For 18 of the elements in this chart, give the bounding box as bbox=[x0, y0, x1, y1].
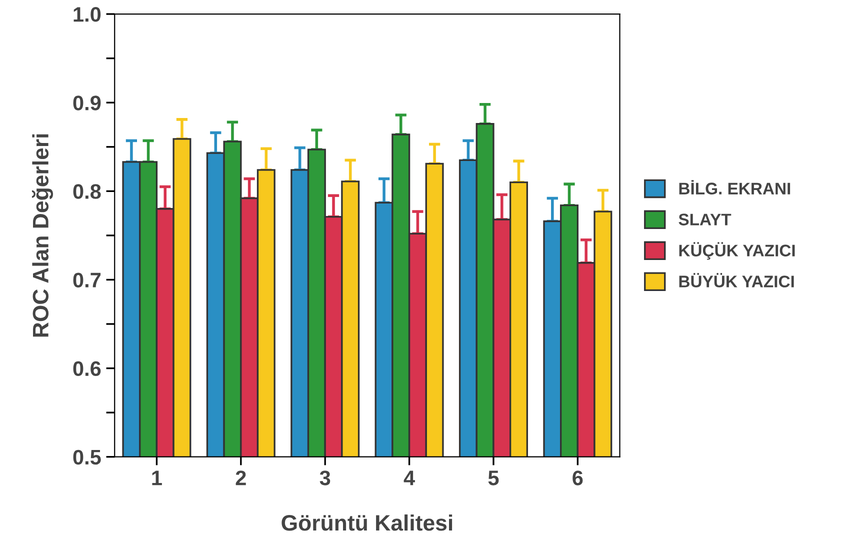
x-tick-label: 4 bbox=[404, 470, 415, 486]
y-tick-label: 0.8 bbox=[73, 184, 101, 199]
x-tick-label: 6 bbox=[572, 470, 583, 486]
y-tick-label: 0.6 bbox=[73, 361, 101, 376]
x-tick-label: 5 bbox=[488, 470, 499, 486]
legend-label: KÜÇÜK YAZICI bbox=[679, 242, 795, 260]
x-tick-label: 2 bbox=[236, 470, 246, 486]
y-tick-label: 0.9 bbox=[73, 96, 101, 110]
x-tick-label: 1 bbox=[152, 470, 162, 486]
x-axis-title: Görüntü Kalitesi bbox=[282, 514, 452, 531]
legend-label: BİLG. EKRANI bbox=[679, 180, 790, 194]
legend-label: SLAYT bbox=[678, 214, 732, 226]
y-axis-title: ROC Alan Değerleri bbox=[32, 134, 54, 337]
legend-label: BÜYÜK YAZICI bbox=[679, 273, 794, 288]
y-tick-label: 0.5 bbox=[73, 450, 101, 465]
y-tick-label: 1.0 bbox=[74, 7, 101, 22]
y-tick-label: 0.7 bbox=[73, 272, 101, 288]
x-tick-label: 3 bbox=[320, 470, 330, 486]
